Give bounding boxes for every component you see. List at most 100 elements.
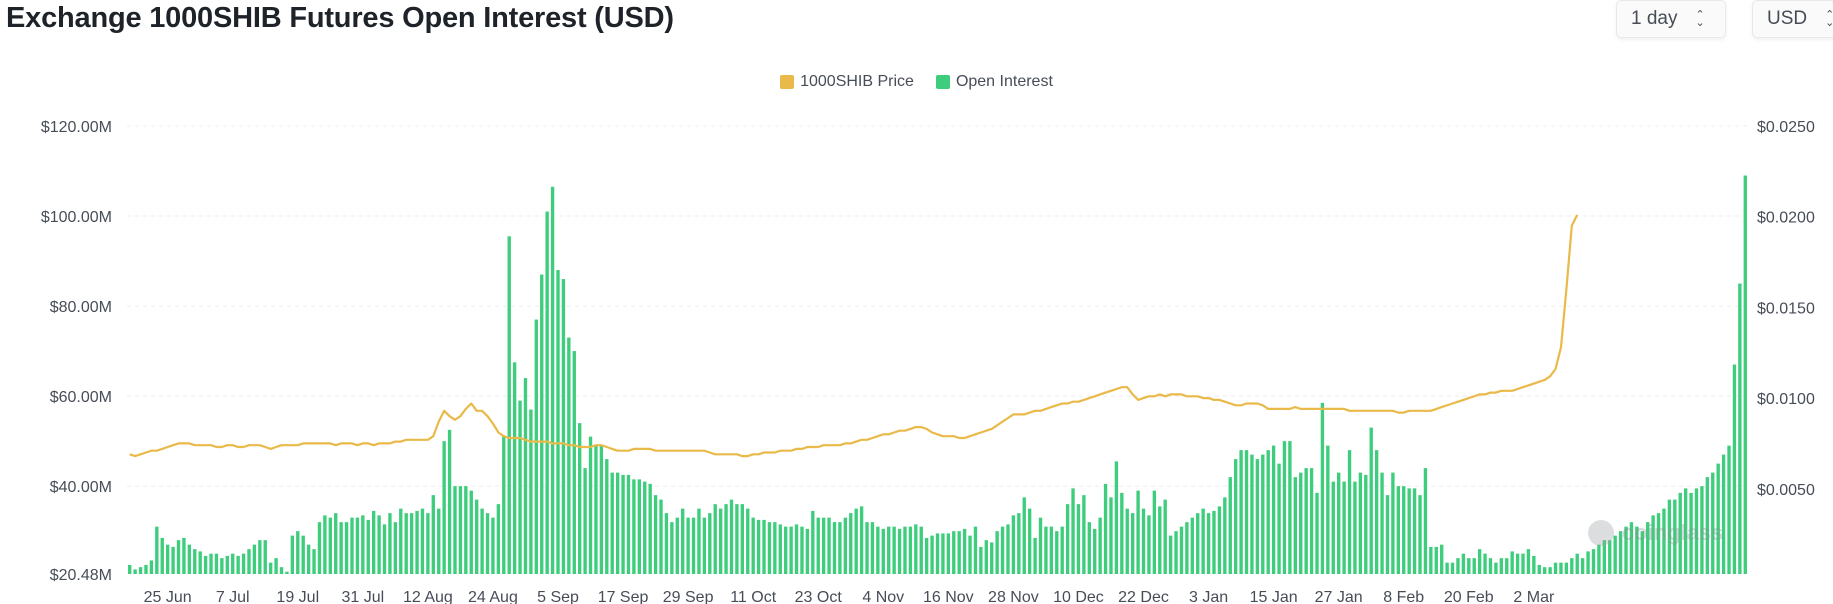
open-interest-bar (1580, 558, 1585, 574)
open-interest-bar (1196, 513, 1200, 574)
open-interest-bar (1548, 567, 1552, 574)
left-axis-tick-label: $40.00M (50, 479, 112, 496)
open-interest-bar (1244, 450, 1249, 574)
open-interest-bar (1114, 461, 1119, 574)
open-interest-bar (1532, 555, 1536, 574)
open-interest-bar (751, 517, 755, 574)
open-interest-bar (1543, 567, 1547, 574)
open-interest-bar (968, 535, 972, 574)
open-interest-bar (865, 522, 869, 574)
open-interest-bar (502, 436, 506, 574)
open-interest-bar (409, 513, 414, 574)
open-interest-bar (729, 499, 734, 574)
open-interest-bar (1320, 402, 1325, 574)
open-interest-bar (420, 508, 425, 574)
open-interest-bar (876, 526, 880, 574)
open-interest-bar (1689, 492, 1693, 574)
open-interest-bar (686, 517, 690, 574)
open-interest-bar (399, 508, 403, 574)
open-interest-bar (1445, 562, 1449, 574)
open-interest-bar (561, 279, 566, 574)
open-interest-bar (355, 517, 360, 574)
open-interest-bar (491, 517, 495, 574)
open-interest-bar (567, 337, 571, 574)
open-interest-bar (415, 510, 419, 574)
open-interest-bar (708, 513, 712, 574)
open-interest-bar (1011, 515, 1016, 574)
open-interest-bar (437, 508, 441, 574)
legend-item-open-interest[interactable]: Open Interest (935, 73, 1053, 91)
open-interest-bar (1434, 546, 1438, 574)
open-interest-bar (464, 486, 468, 574)
open-interest-bar (160, 537, 164, 574)
open-interest-bar (149, 560, 154, 574)
open-interest-bar (659, 499, 663, 574)
open-interest-bar (1705, 477, 1710, 574)
open-interest-bar (746, 508, 750, 574)
open-interest-bar (1418, 495, 1422, 574)
x-axis-tick-label: 28 Nov (988, 589, 1039, 604)
open-interest-bar (643, 481, 647, 574)
open-interest-bar (1326, 445, 1330, 574)
open-interest-bar (306, 544, 311, 574)
open-interest-bar (144, 564, 148, 574)
open-interest-bar (773, 522, 777, 574)
open-interest-bar (1711, 472, 1715, 574)
open-interest-bar (1472, 558, 1476, 574)
legend-item-price[interactable]: 1000SHIB Price (780, 73, 914, 91)
open-interest-bar (377, 515, 381, 574)
open-interest-bar (648, 483, 652, 574)
open-interest-bar (697, 508, 701, 574)
open-interest-bar (366, 519, 370, 574)
open-interest-bar (1683, 488, 1688, 574)
open-interest-bar (675, 517, 679, 574)
open-interest-bar (453, 486, 457, 574)
legend-swatch-open-interest (935, 75, 950, 89)
open-interest-bar (312, 549, 316, 574)
open-interest-bar (290, 535, 295, 574)
open-interest-bar (474, 499, 479, 574)
open-interest-bar (529, 409, 533, 574)
open-interest-bar (1087, 522, 1091, 574)
open-interest-bar (784, 526, 788, 574)
open-interest-bar (138, 567, 143, 574)
x-axis-tick-label: 3 Jan (1189, 589, 1228, 604)
open-interest-bar (1662, 508, 1666, 574)
open-interest-bar (1347, 450, 1352, 574)
open-interest-bar (1570, 558, 1574, 574)
open-interest-bar (480, 508, 484, 574)
open-interest-bar (268, 562, 273, 574)
open-interest-bar (979, 546, 983, 574)
open-interest-bar (908, 526, 913, 574)
open-interest-bar (946, 533, 951, 574)
open-interest-bar (518, 400, 522, 574)
open-interest-bar (930, 535, 934, 574)
open-interest-bar (832, 522, 837, 574)
open-interest-bar (1380, 472, 1384, 574)
open-interest-bar (1239, 450, 1243, 574)
open-interest-bar (1358, 472, 1363, 574)
open-interest-bar (442, 441, 446, 574)
open-interest-bar (393, 522, 398, 574)
currency-select[interactable]: USD ⌃ ⌄ (1752, 0, 1833, 38)
open-interest-bar (1494, 562, 1498, 574)
open-interest-bar (881, 528, 885, 574)
open-interest-bar (1640, 531, 1644, 574)
open-interest-bar (1147, 515, 1151, 574)
open-interest-bar (1564, 562, 1569, 574)
open-interest-bar (1212, 510, 1216, 574)
open-interest-bar (317, 522, 322, 574)
open-interest-bar (1624, 526, 1628, 574)
open-interest-bar (1673, 499, 1677, 574)
interval-select[interactable]: 1 day ⌃ ⌄ (1616, 0, 1726, 38)
x-axis-tick-label: 17 Sep (598, 589, 649, 604)
open-interest-bar (1337, 472, 1341, 574)
open-interest-bar (1656, 513, 1661, 574)
open-interest-bar (1477, 549, 1482, 574)
open-interest-bar (176, 540, 181, 574)
open-interest-bar (1537, 564, 1541, 574)
open-interest-bar (1331, 481, 1335, 574)
open-interest-bar (1206, 513, 1211, 574)
open-interest-bar (794, 524, 799, 574)
open-interest-bar (128, 564, 132, 574)
